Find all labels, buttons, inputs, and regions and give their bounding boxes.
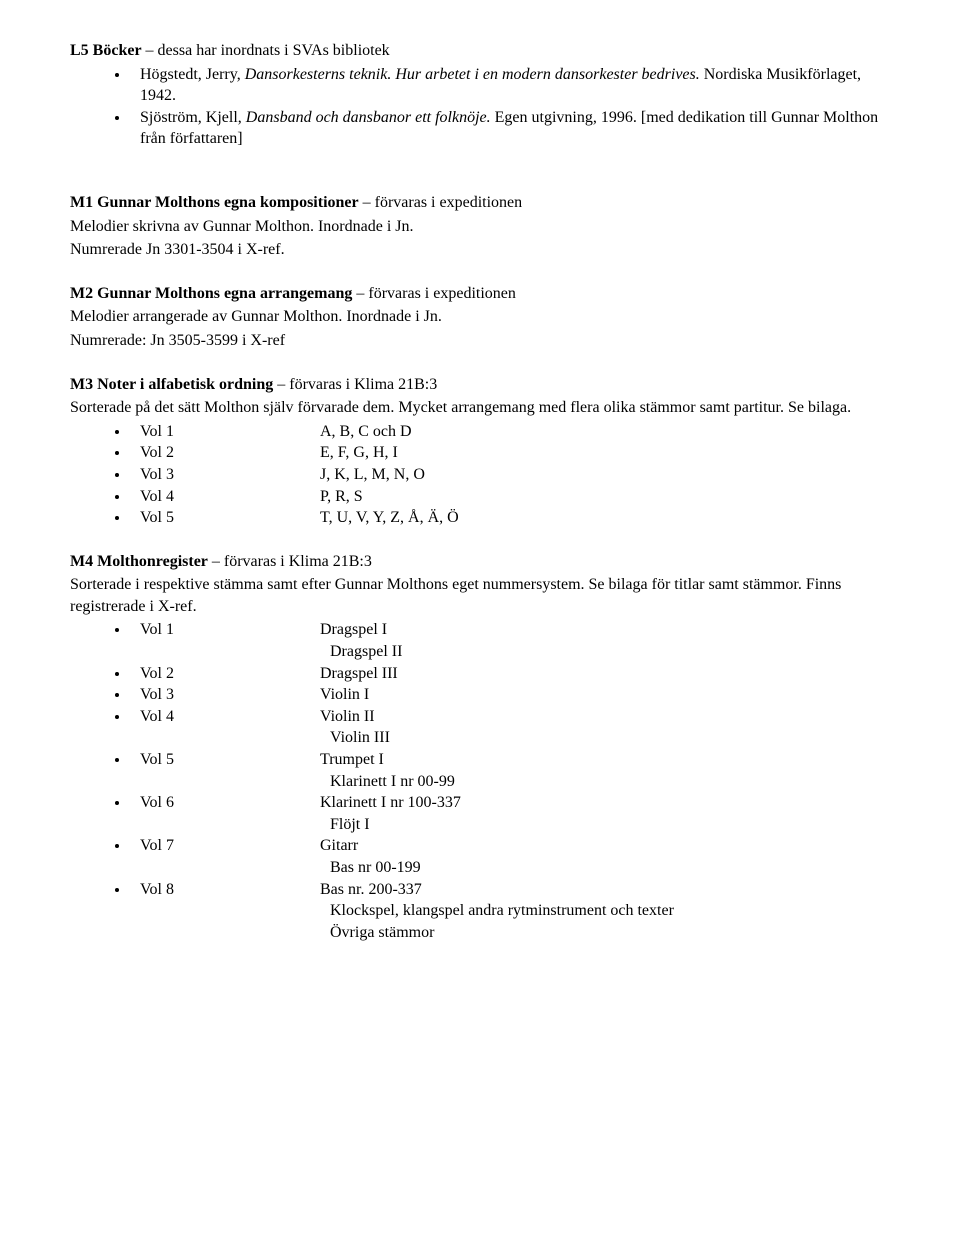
m3-row: Vol 5T, U, V, Y, Z, Å, Ä, Ö [130,507,890,529]
l5-heading-rest: – dessa har inordnats i SVAs bibliotek [142,42,390,59]
m4-row: Vol 6Klarinett I nr 100-337Flöjt I [130,792,890,835]
m1-heading-rest: – förvaras i expeditionen [359,194,523,211]
m4-vol: Vol 8 [140,879,320,901]
m4-vol: Vol 6 [140,792,320,814]
m1-heading-bold: M1 Gunnar Molthons egna kompositioner [70,194,359,211]
m4-subline: Klarinett I nr 00-99 [140,771,890,793]
m4-vol: Vol 1 [140,619,320,641]
l5-book-list: Högstedt, Jerry, Dansorkesterns teknik. … [70,64,890,150]
m4-subline: Bas nr 00-199 [140,857,890,879]
l5-book1-author: Högstedt, Jerry, [140,66,245,83]
l5-book-1: Högstedt, Jerry, Dansorkesterns teknik. … [130,64,890,107]
m4-vol: Vol 3 [140,684,320,706]
m4-content: Dragspel III [320,663,890,685]
m4-volume-list: Vol 1Dragspel IDragspel IIVol 2Dragspel … [70,619,890,943]
m4-desc: Sorterade i respektive stämma samt efter… [70,574,890,617]
m3-vol: Vol 5 [140,507,320,529]
m3-volume-list: Vol 1A, B, C och D Vol 2E, F, G, H, I Vo… [70,421,890,529]
m3-content: P, R, S [320,486,890,508]
m3-row: Vol 2E, F, G, H, I [130,442,890,464]
m4-content: Violin II [320,706,890,728]
m4-vol: Vol 5 [140,749,320,771]
m3-vol: Vol 1 [140,421,320,443]
m4-vol: Vol 7 [140,835,320,857]
m2-line3: Numrerade: Jn 3505-3599 i X-ref [70,330,890,352]
m3-heading: M3 Noter i alfabetisk ordning – förvaras… [70,374,890,396]
m3-content: E, F, G, H, I [320,442,890,464]
m4-row: Vol 2Dragspel III [130,663,890,685]
m1-line3: Numrerade Jn 3301-3504 i X-ref. [70,239,890,261]
m4-content: Trumpet I [320,749,890,771]
l5-heading-bold: L5 Böcker [70,42,142,59]
l5-heading: L5 Böcker – dessa har inordnats i SVAs b… [70,40,890,62]
m4-vol: Vol 4 [140,706,320,728]
l5-book2-author: Sjöström, Kjell, [140,109,246,126]
m4-subline: Flöjt I [140,814,890,836]
m4-subline: Dragspel II [140,641,890,663]
m4-heading-rest: – förvaras i Klima 21B:3 [208,553,372,570]
m3-row: Vol 3J, K, L, M, N, O [130,464,890,486]
m4-heading: M4 Molthonregister – förvaras i Klima 21… [70,551,890,573]
l5-book2-title: Dansband och dansbanor ett folknöje. [246,109,491,126]
m3-vol: Vol 3 [140,464,320,486]
m3-content: J, K, L, M, N, O [320,464,890,486]
m2-heading: M2 Gunnar Molthons egna arrangemang – fö… [70,283,890,305]
m2-line2: Melodier arrangerade av Gunnar Molthon. … [70,306,890,328]
m3-row: Vol 4P, R, S [130,486,890,508]
m4-subline: Övriga stämmor [140,922,890,944]
m4-content: Violin I [320,684,890,706]
l5-book1-title: Dansorkesterns teknik. Hur arbetet i en … [245,66,700,83]
m4-heading-bold: M4 Molthonregister [70,553,208,570]
m4-subline: Violin III [140,727,890,749]
m4-row: Vol 7GitarrBas nr 00-199 [130,835,890,878]
m4-row: Vol 5Trumpet IKlarinett I nr 00-99 [130,749,890,792]
m2-heading-rest: – förvaras i expeditionen [352,285,516,302]
m4-row: Vol 4Violin IIViolin III [130,706,890,749]
m3-desc: Sorterade på det sätt Molthon själv förv… [70,397,890,419]
m3-vol: Vol 4 [140,486,320,508]
m3-row: Vol 1A, B, C och D [130,421,890,443]
m3-heading-rest: – förvaras i Klima 21B:3 [273,376,437,393]
m4-row: Vol 1Dragspel IDragspel II [130,619,890,662]
m4-content: Klarinett I nr 100-337 [320,792,890,814]
m4-content: Gitarr [320,835,890,857]
m4-content: Bas nr. 200-337 [320,879,890,901]
l5-book-2: Sjöström, Kjell, Dansband och dansbanor … [130,107,890,150]
m4-vol: Vol 2 [140,663,320,685]
m3-content: A, B, C och D [320,421,890,443]
m1-line2: Melodier skrivna av Gunnar Molthon. Inor… [70,216,890,238]
m3-heading-bold: M3 Noter i alfabetisk ordning [70,376,273,393]
m3-vol: Vol 2 [140,442,320,464]
m4-content: Dragspel I [320,619,890,641]
m1-heading: M1 Gunnar Molthons egna kompositioner – … [70,192,890,214]
m4-row: Vol 8Bas nr. 200-337Klockspel, klangspel… [130,879,890,944]
m3-content: T, U, V, Y, Z, Å, Ä, Ö [320,507,890,529]
m4-row: Vol 3Violin I [130,684,890,706]
m2-heading-bold: M2 Gunnar Molthons egna arrangemang [70,285,352,302]
m4-subline: Klockspel, klangspel andra rytminstrumen… [140,900,890,922]
document-page: L5 Böcker – dessa har inordnats i SVAs b… [0,0,960,1005]
